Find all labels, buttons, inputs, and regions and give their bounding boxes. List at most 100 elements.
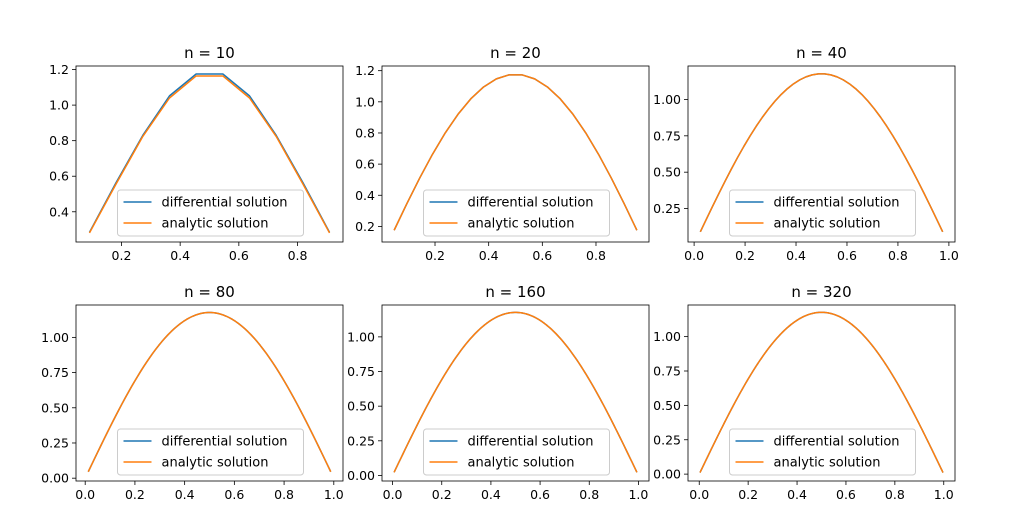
x-tick-label: 0.6 bbox=[532, 248, 552, 263]
subplot-title: n = 20 bbox=[490, 44, 541, 62]
x-tick-label: 0.6 bbox=[837, 248, 857, 263]
legend-box bbox=[117, 189, 304, 237]
y-tick-label: 0.25 bbox=[653, 432, 681, 447]
legend-label: differential solution bbox=[162, 435, 288, 450]
y-tick-label: 1.0 bbox=[355, 94, 375, 109]
axes-frame bbox=[75, 65, 344, 243]
y-tick-label: 1.00 bbox=[347, 329, 375, 344]
y-tick-label: 0.75 bbox=[653, 364, 681, 379]
x-tick-label: 1.0 bbox=[939, 248, 959, 263]
x-tick-label: 0.4 bbox=[481, 487, 501, 502]
x-tick-label: 0.8 bbox=[586, 248, 606, 263]
y-tick-label: 0.50 bbox=[41, 400, 69, 415]
legend-label: analytic solution bbox=[774, 217, 881, 232]
y-tick-label: 0.00 bbox=[653, 467, 681, 482]
legend-label: differential solution bbox=[774, 196, 900, 211]
legend-box bbox=[729, 428, 916, 476]
x-tick-label: 0.2 bbox=[425, 248, 445, 263]
x-tick-label: 1.0 bbox=[324, 487, 344, 502]
x-tick-label: 0.2 bbox=[112, 248, 132, 263]
axes-frame bbox=[687, 65, 956, 243]
y-tick-label: 0.00 bbox=[41, 471, 69, 486]
series-line-analytic bbox=[699, 311, 944, 473]
series-line-analytic bbox=[699, 73, 944, 233]
x-tick-label: 0.4 bbox=[170, 248, 190, 263]
legend-box bbox=[423, 189, 610, 237]
x-tick-label: 0.4 bbox=[175, 487, 195, 502]
legend: differential solution analytic solution bbox=[117, 189, 304, 237]
y-tick-label: 0.50 bbox=[347, 399, 375, 414]
y-tick-label: 1.00 bbox=[653, 92, 681, 107]
y-tick-label: 0.25 bbox=[653, 201, 681, 216]
y-tick-label: 0.6 bbox=[355, 157, 375, 172]
x-tick-label: 0.6 bbox=[836, 487, 856, 502]
y-tick-label: 1.00 bbox=[41, 330, 69, 345]
y-tick-label: 0.4 bbox=[49, 204, 69, 219]
series-line-analytic bbox=[88, 75, 331, 234]
y-tick-label: 0.75 bbox=[41, 365, 69, 380]
axes-frame bbox=[75, 304, 344, 482]
legend: differential solution analytic solution bbox=[729, 189, 916, 237]
x-tick-label: 1.0 bbox=[934, 487, 954, 502]
x-tick-label: 0.2 bbox=[125, 487, 145, 502]
y-tick-label: 1.0 bbox=[49, 98, 69, 113]
y-tick-label: 0.4 bbox=[355, 188, 375, 203]
subplot-title: n = 80 bbox=[184, 283, 235, 301]
y-tick-label: 1.00 bbox=[653, 329, 681, 344]
x-tick-label: 0.2 bbox=[738, 487, 758, 502]
series-line-analytic bbox=[393, 74, 638, 231]
y-tick-label: 0.6 bbox=[49, 169, 69, 184]
x-tick-label: 0.6 bbox=[229, 248, 249, 263]
x-tick-label: 0.4 bbox=[479, 248, 499, 263]
x-tick-label: 0.0 bbox=[689, 487, 709, 502]
subplot-80: 0.0 0.2 0.4 0.6 0.8 1.0 0.00 0.25 0.50 0.75 1.00 n … bbox=[41, 283, 344, 502]
legend-label: differential solution bbox=[468, 435, 594, 450]
y-tick-label: 0.50 bbox=[653, 165, 681, 180]
y-tick-label: 0.8 bbox=[355, 125, 375, 140]
y-tick-label: 0.00 bbox=[347, 468, 375, 483]
y-tick-label: 0.8 bbox=[49, 133, 69, 148]
subplot-320: 0.0 0.2 0.4 0.6 0.8 1.0 0.00 0.25 0.50 0.75 1.00 n … bbox=[653, 283, 956, 502]
axes-frame bbox=[381, 304, 650, 482]
series-line-analytic bbox=[87, 311, 332, 473]
x-tick-label: 0.6 bbox=[224, 487, 244, 502]
subplot-title: n = 40 bbox=[796, 44, 847, 62]
x-tick-label: 0.0 bbox=[684, 248, 704, 263]
legend-label: analytic solution bbox=[468, 456, 575, 471]
x-tick-label: 0.0 bbox=[383, 487, 403, 502]
y-tick-label: 0.25 bbox=[347, 433, 375, 448]
legend-label: differential solution bbox=[162, 196, 288, 211]
subplot-title: n = 320 bbox=[791, 283, 851, 301]
x-tick-label: 0.0 bbox=[75, 487, 95, 502]
axes-frame bbox=[381, 65, 650, 243]
legend-label: analytic solution bbox=[162, 217, 269, 232]
x-tick-label: 0.2 bbox=[432, 487, 452, 502]
subplot-20: 0.2 0.4 0.6 0.8 0.2 0.4 0.6 0.8 1.0 1.2 n = 20 diff… bbox=[355, 44, 650, 263]
legend: differential solution analytic solution bbox=[729, 428, 916, 476]
subplot-40: 0.0 0.2 0.4 0.6 0.8 1.0 0.25 0.50 0.75 1.00 n = 40… bbox=[653, 44, 959, 263]
subplot-title: n = 10 bbox=[184, 44, 235, 62]
legend-label: differential solution bbox=[468, 196, 594, 211]
legend-label: analytic solution bbox=[774, 456, 881, 471]
y-tick-label: 1.2 bbox=[49, 62, 69, 77]
subplot-160: 0.0 0.2 0.4 0.6 0.8 1.0 0.00 0.25 0.50 0.75 1.00 n … bbox=[347, 283, 650, 502]
x-tick-label: 1.0 bbox=[628, 487, 648, 502]
x-tick-label: 0.8 bbox=[579, 487, 599, 502]
legend: differential solution analytic solution bbox=[423, 428, 610, 476]
y-tick-label: 0.25 bbox=[41, 435, 69, 450]
legend: differential solution analytic solution bbox=[117, 428, 304, 476]
x-tick-label: 0.2 bbox=[735, 248, 755, 263]
legend-label: differential solution bbox=[774, 435, 900, 450]
legend-box bbox=[729, 189, 916, 237]
subplot-title: n = 160 bbox=[485, 283, 545, 301]
legend: differential solution analytic solution bbox=[423, 189, 610, 237]
x-tick-label: 0.4 bbox=[786, 248, 806, 263]
legend-box bbox=[423, 428, 610, 476]
legend-label: analytic solution bbox=[468, 217, 575, 232]
y-tick-label: 1.2 bbox=[355, 63, 375, 78]
y-tick-label: 0.75 bbox=[653, 128, 681, 143]
axes-frame bbox=[687, 304, 956, 482]
x-tick-label: 0.8 bbox=[885, 487, 905, 502]
y-tick-label: 0.2 bbox=[355, 219, 375, 234]
